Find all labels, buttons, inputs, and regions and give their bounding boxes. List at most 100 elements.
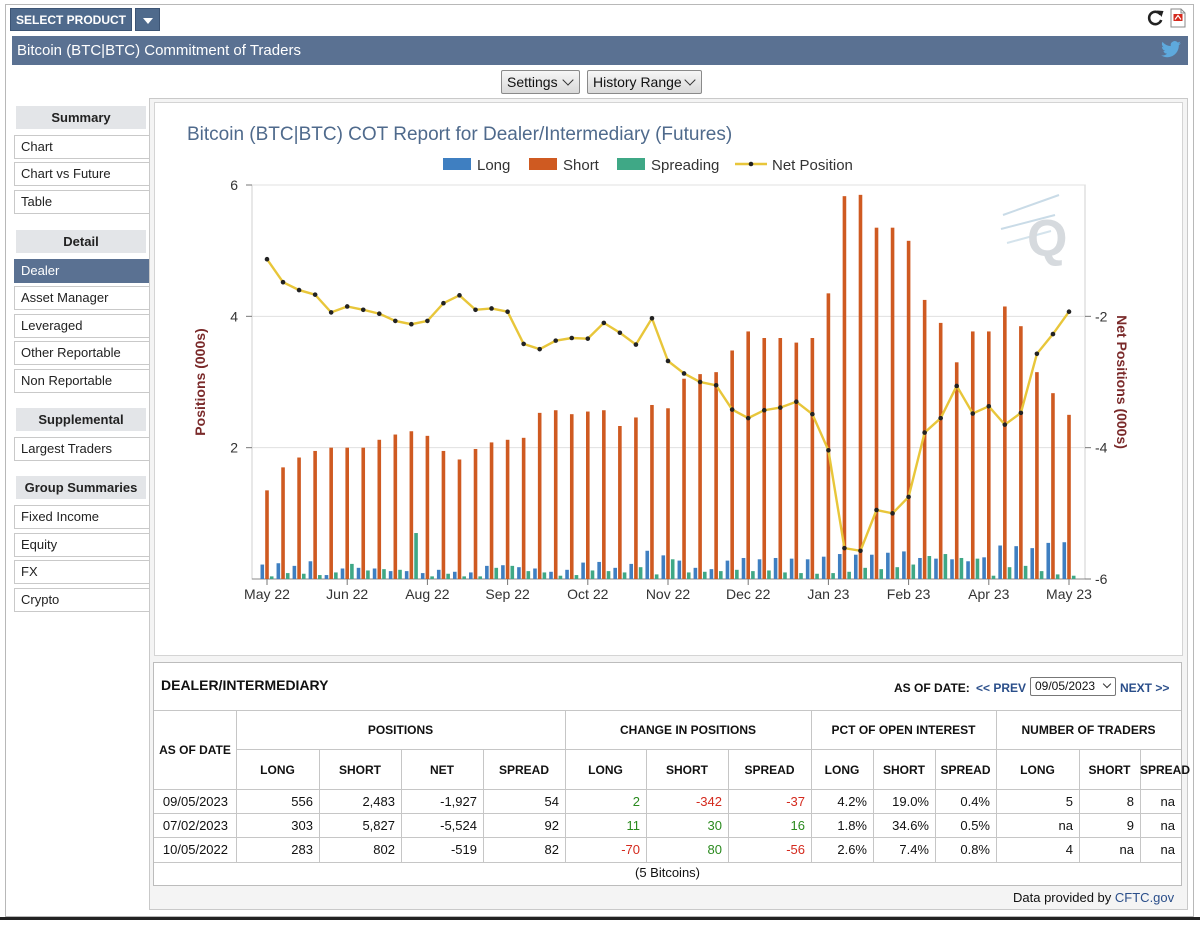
sidebar-item-fx[interactable]: FX (14, 560, 150, 584)
bar-long (1062, 542, 1067, 579)
net-position-point (264, 256, 270, 262)
bar-long (549, 571, 553, 579)
bar-short (890, 227, 895, 579)
bar-long (773, 557, 778, 579)
select-product-dropdown-button[interactable] (135, 8, 160, 31)
cot-chart: 2 4 6 -6 -4 -2 May 22 Jun 22 Aug 22 Sep 22 Oct 22 N… (187, 124, 1130, 602)
table-cell: 5,827 (362, 818, 395, 833)
bar-long (950, 559, 954, 579)
bar-spreading (1007, 567, 1012, 579)
bar-short (553, 410, 558, 579)
select-product-button[interactable]: SELECT PRODUCT (10, 8, 132, 31)
sidebar-item-other-reportable[interactable]: Other Reportable (14, 341, 150, 365)
sidebar-item-leveraged[interactable]: Leveraged (14, 314, 150, 338)
y2-tick-label: -4 (1095, 440, 1108, 456)
table-cell: 34.6% (892, 818, 929, 833)
table-cell: 802 (373, 842, 395, 857)
bar-spreading (318, 575, 322, 579)
bar-short (457, 459, 462, 579)
bar-long (789, 558, 794, 579)
chevron-down-icon (143, 18, 153, 24)
data-credit: Data provided by CFTC.gov (1013, 890, 1174, 905)
bar-long (292, 565, 297, 579)
prev-link[interactable]: << PREV (976, 681, 1027, 695)
bar-short (682, 378, 686, 579)
watermark-streak (1002, 194, 1060, 216)
refresh-icon[interactable] (1146, 9, 1164, 27)
net-position-point (729, 407, 735, 412)
table-divider (996, 710, 997, 862)
net-position-point (441, 300, 446, 306)
row-date: 07/02/2023 (162, 818, 228, 833)
chart-panel: 2 4 6 -6 -4 -2 May 22 Jun 22 Aug 22 Sep 22 Oct 22 N… (154, 102, 1183, 656)
table-divider (1140, 749, 1141, 862)
net-position-point (745, 415, 751, 421)
net-position-point (425, 318, 430, 324)
bar-long (629, 563, 634, 579)
sidebar-item-crypto[interactable]: Crypto (14, 588, 150, 612)
chevron-down-icon (684, 74, 696, 86)
legend-swatch-short (529, 158, 557, 170)
subheader-net: NET (430, 763, 454, 777)
bar-spreading (382, 569, 386, 579)
sidebar-item-equity[interactable]: Equity (14, 533, 150, 557)
pdf-icon[interactable] (1170, 8, 1186, 28)
sidebar-item-chart[interactable]: Chart (14, 135, 150, 159)
bar-long (517, 567, 521, 579)
subheader-short: SHORT (1088, 763, 1131, 777)
table-cell: 303 (291, 818, 313, 833)
twitter-icon[interactable] (1160, 41, 1182, 59)
header-change-in-positions: CHANGE IN POSITIONS (619, 723, 756, 737)
data-table: DEALER/INTERMEDIARY AS OF DATE: << PREV … (153, 662, 1190, 886)
table-cell: 283 (291, 842, 313, 857)
net-position-point (713, 382, 719, 388)
bar-long (902, 551, 906, 579)
sidebar-item-asset-manager[interactable]: Asset Manager (14, 286, 150, 310)
bar-spreading (719, 571, 723, 579)
table-cell: 0.8% (960, 842, 990, 857)
table-rule (154, 837, 1181, 838)
net-position-point (842, 545, 847, 551)
net-position-point (906, 494, 911, 500)
sidebar-item-non-reportable[interactable]: Non Reportable (14, 369, 150, 393)
table-cell: 0.5% (960, 818, 990, 833)
bar-spreading (398, 569, 402, 579)
bar-spreading (269, 576, 274, 579)
bar-short (489, 442, 494, 579)
table-footnote: (5 Bitcoins) (634, 865, 701, 880)
sidebar-item-fixed-income[interactable]: Fixed Income (14, 505, 150, 529)
table-divider (1079, 749, 1080, 862)
net-position-point (938, 415, 943, 421)
sidebar-item-dealer[interactable]: Dealer (14, 259, 150, 283)
table-rule (154, 789, 1181, 790)
x-tick-label: Aug 22 (405, 586, 450, 602)
net-position-point (922, 430, 927, 435)
y-axis-label: Positions (000s) (192, 328, 208, 435)
watermark-streak (1006, 230, 1052, 244)
bar-spreading (959, 557, 964, 579)
bar-long (260, 564, 265, 579)
date-select[interactable]: 09/05/2023 (1030, 677, 1116, 696)
sidebar-item-chart-vs-future[interactable]: Chart vs Future (14, 162, 150, 186)
bar-long (645, 550, 650, 579)
bar-short (938, 322, 943, 579)
sidebar-item-table[interactable]: Table (14, 190, 150, 214)
next-link[interactable]: NEXT >> (1120, 681, 1170, 695)
sidebar-item-largest-traders[interactable]: Largest Traders (14, 437, 150, 461)
table-cell: -37 (786, 794, 805, 809)
bar-short (377, 439, 382, 579)
bar-spreading (542, 572, 547, 579)
bar-spreading (911, 564, 916, 579)
history-range-button[interactable]: History Range (587, 70, 702, 94)
bar-spreading (751, 571, 755, 579)
table-cell: 92 (544, 818, 559, 833)
table-divider (811, 710, 812, 862)
x-tick-label: Nov 22 (646, 586, 691, 602)
net-position-point (409, 321, 414, 327)
bar-short (650, 404, 654, 579)
subheader-short: SHORT (883, 763, 925, 777)
settings-button[interactable]: Settings (501, 70, 580, 94)
bar-long (725, 560, 730, 579)
table-cell: 19.0% (892, 794, 929, 809)
cftc-link[interactable]: CFTC.gov (1114, 890, 1175, 905)
